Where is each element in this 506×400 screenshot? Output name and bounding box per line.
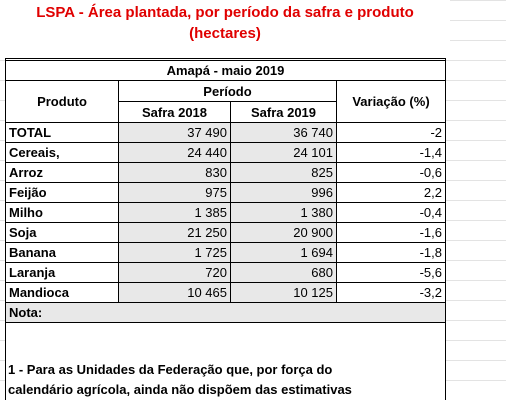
change-cell: -3,2	[336, 282, 446, 303]
value-cell: 21 250	[118, 222, 231, 243]
value-cell: 1 725	[118, 242, 231, 263]
product-cell: Laranja	[5, 262, 119, 283]
value-cell: 20 900	[230, 222, 337, 243]
header-product: Produto	[5, 80, 119, 123]
value-cell: 1 380	[230, 202, 337, 223]
title-unit: (hectares)	[0, 25, 450, 42]
value-cell: 1 385	[118, 202, 231, 223]
value-cell: 36 740	[230, 122, 337, 143]
value-cell: 830	[118, 162, 231, 183]
value-cell: 10 125	[230, 282, 337, 303]
change-cell: -2	[336, 122, 446, 143]
value-cell: 1 694	[230, 242, 337, 263]
change-cell: -1,4	[336, 142, 446, 163]
change-cell: -0,6	[336, 162, 446, 183]
value-cell: 825	[230, 162, 337, 183]
value-cell: 37 490	[118, 122, 231, 143]
product-cell: Cereais,	[5, 142, 119, 163]
product-cell: TOTAL	[5, 122, 119, 143]
product-cell: Mandioca	[5, 282, 119, 303]
header-2018: Safra 2018	[118, 101, 231, 123]
change-cell: -5,6	[336, 262, 446, 283]
footnote-line: 1 - Para as Unidades da Federação que, p…	[8, 362, 333, 377]
change-cell: 2,2	[336, 182, 446, 203]
header-2019: Safra 2019	[230, 101, 337, 123]
header-change: Variação (%)	[336, 80, 446, 123]
product-cell: Banana	[5, 242, 119, 263]
product-cell: Milho	[5, 202, 119, 223]
value-cell: 720	[118, 262, 231, 283]
product-cell: Arroz	[5, 162, 119, 183]
change-cell: -0,4	[336, 202, 446, 223]
value-cell: 24 440	[118, 142, 231, 163]
value-cell: 10 465	[118, 282, 231, 303]
change-cell: -1,6	[336, 222, 446, 243]
title: LSPA - Área plantada, por período da saf…	[0, 4, 450, 21]
value-cell: 996	[230, 182, 337, 203]
value-cell: 975	[118, 182, 231, 203]
product-cell: Soja	[5, 222, 119, 243]
header-period: Período	[118, 80, 337, 102]
product-cell: Feijão	[5, 182, 119, 203]
table-caption: Amapá - maio 2019	[5, 60, 446, 81]
value-cell: 24 101	[230, 142, 337, 163]
change-cell: -1,8	[336, 242, 446, 263]
value-cell: 680	[230, 262, 337, 283]
note: Nota:	[5, 302, 446, 323]
footnote-line: calendário agrícola, ainda não dispõem d…	[8, 382, 352, 397]
